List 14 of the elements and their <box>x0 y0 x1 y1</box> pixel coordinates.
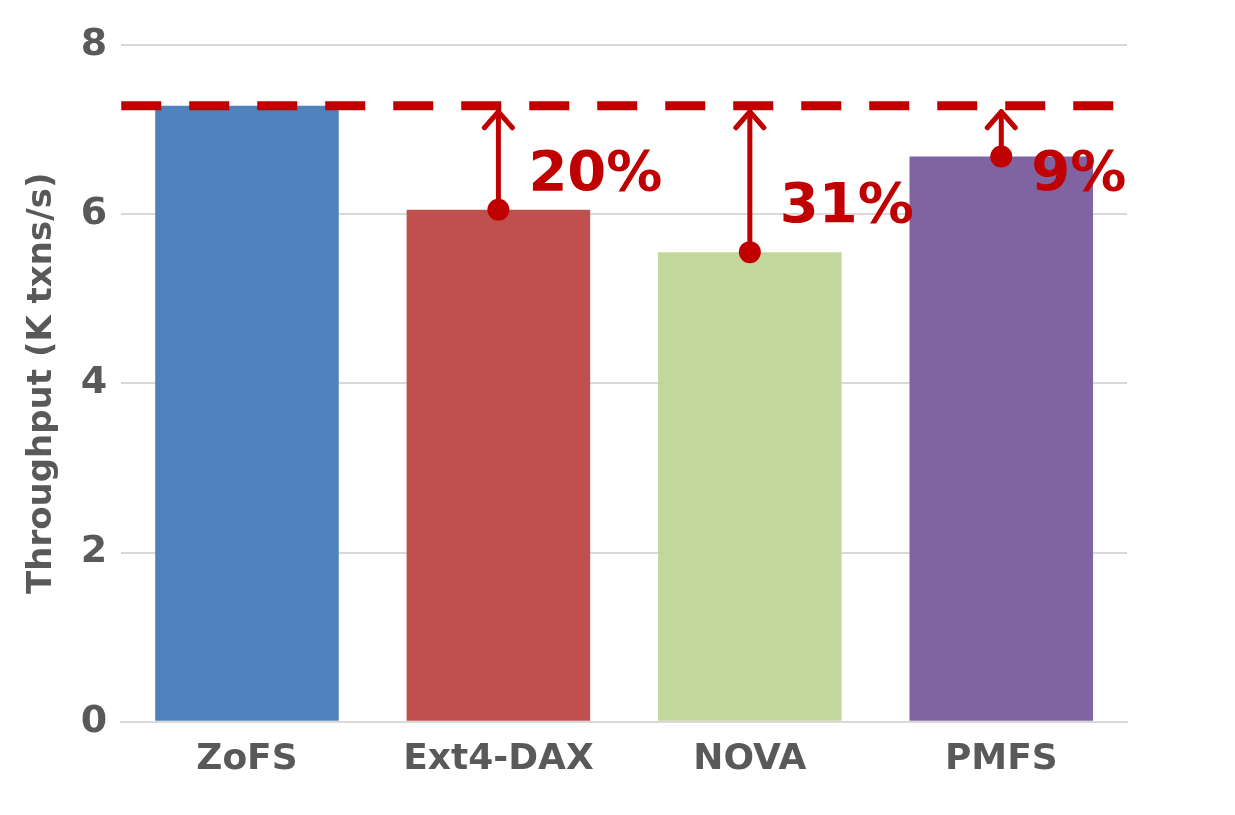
x-tick-label: ZoFS <box>196 735 298 777</box>
x-tick-label: PMFS <box>944 735 1058 777</box>
y-tick-label: 8 <box>80 19 108 64</box>
y-tick-label: 0 <box>80 696 108 741</box>
bar <box>658 252 842 721</box>
annotation: 20% <box>528 138 663 204</box>
y-tick-label: 6 <box>80 188 108 233</box>
bar <box>155 105 339 721</box>
y-tick-label: 4 <box>80 358 108 403</box>
x-tick-label: Ext4-DAX <box>403 735 594 777</box>
y-tick-label: 2 <box>80 527 108 572</box>
y-axis-title: Throughput (K txns/s) <box>19 172 60 595</box>
bar <box>406 209 591 721</box>
x-tick-label: NOVA <box>693 735 807 777</box>
